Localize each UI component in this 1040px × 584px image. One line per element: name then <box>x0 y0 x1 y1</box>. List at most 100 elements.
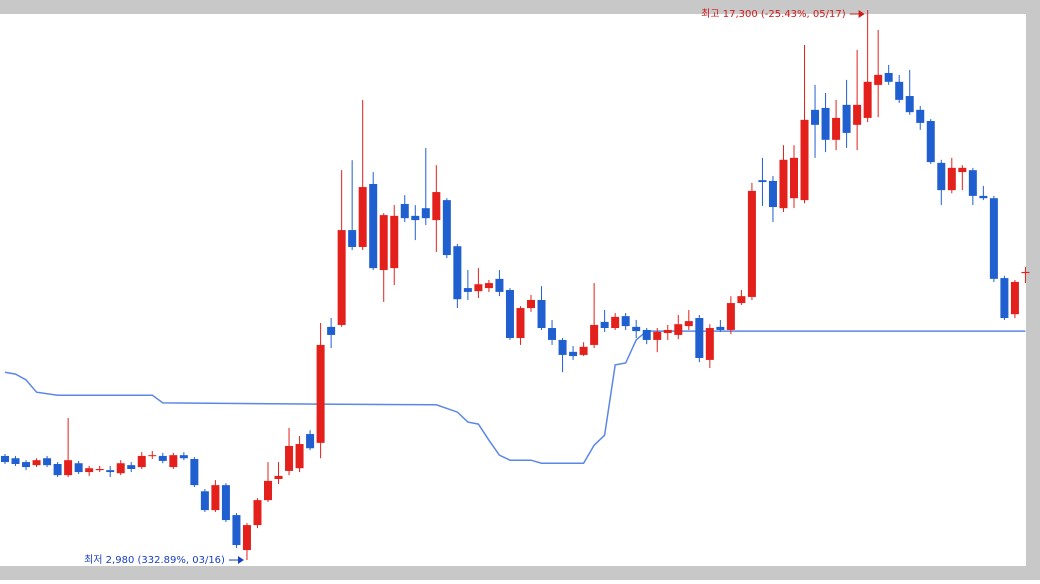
annotation: 최고 17,300 (-25.43%, 05/17) <box>701 8 846 20</box>
candle-body <box>537 299 546 329</box>
candle-body <box>695 318 704 358</box>
candle-body <box>548 328 557 340</box>
candle-body <box>411 215 420 221</box>
candle-body <box>285 445 294 471</box>
candle-body <box>642 329 651 340</box>
candle-body <box>442 200 451 256</box>
candle-body <box>684 321 693 327</box>
candle-body <box>716 326 725 330</box>
candle-body <box>653 331 662 340</box>
candle-body <box>390 215 399 269</box>
candle-body <box>947 167 956 191</box>
candle-body <box>937 162 946 191</box>
candle-body <box>989 198 998 279</box>
candle-body <box>600 321 609 329</box>
candle-body <box>421 208 430 219</box>
candle-body <box>747 190 756 297</box>
candle-body <box>358 187 367 247</box>
candle-body <box>232 515 241 546</box>
candle-body <box>779 159 788 209</box>
candle-body <box>190 459 199 486</box>
candle-body <box>968 170 977 196</box>
candle-body <box>874 74 883 85</box>
indicator-line <box>4 330 1026 464</box>
candle-body <box>116 463 125 474</box>
candle-body <box>926 120 935 163</box>
candle-body <box>1010 281 1019 315</box>
candle-body <box>832 117 841 140</box>
candle-body <box>842 104 851 133</box>
candle-body <box>484 283 493 289</box>
candle-body <box>158 455 167 461</box>
candle-body <box>916 109 925 123</box>
candle-body <box>726 303 735 330</box>
candle-body <box>853 104 862 125</box>
candle-body <box>432 192 441 221</box>
candle-body <box>1000 278 1009 319</box>
candle-body <box>127 465 136 469</box>
candle-body <box>64 460 73 476</box>
candle-body <box>632 326 641 332</box>
candle-body <box>148 455 157 457</box>
candle-body <box>74 463 83 473</box>
candle-body <box>242 525 251 551</box>
candle-body <box>621 316 630 327</box>
candle-body <box>369 183 378 269</box>
candle-body <box>569 351 578 357</box>
candle-body <box>295 444 304 469</box>
candle-body <box>463 288 472 292</box>
candle-body <box>758 180 767 183</box>
candle-body <box>264 480 272 501</box>
candle-body <box>453 246 462 300</box>
candle-body <box>1 455 9 463</box>
candle-body <box>348 230 357 247</box>
candle-body <box>137 455 146 468</box>
candle-body <box>32 460 41 466</box>
candle-body <box>663 329 672 334</box>
candle-body <box>579 346 588 355</box>
candle-body <box>211 485 220 511</box>
candle-body <box>400 203 409 219</box>
candle-body <box>884 72 893 82</box>
candle-body <box>306 434 315 449</box>
candle-body <box>53 464 62 476</box>
annotation-arrowhead <box>858 9 865 18</box>
candle-body <box>221 485 230 521</box>
candle-body <box>106 470 115 473</box>
candle-body <box>737 296 746 304</box>
candle-body <box>85 468 94 473</box>
candle-body <box>505 290 514 339</box>
candle-body <box>1021 271 1030 274</box>
candle-body <box>43 458 52 466</box>
candle-body <box>790 157 798 199</box>
candle-body <box>800 119 809 201</box>
candle-body <box>316 344 325 443</box>
candle-body <box>811 109 820 125</box>
candle-body <box>863 81 872 118</box>
candle-body <box>516 308 525 339</box>
annotation: 최저 2,980 (332.89%, 03/16) <box>84 554 225 566</box>
candle-body <box>169 455 178 468</box>
candle-body <box>558 339 567 355</box>
candle-body <box>274 475 283 479</box>
candle-body <box>895 81 904 100</box>
candle-body <box>705 328 714 360</box>
candle-body <box>253 500 262 526</box>
candle-body <box>611 316 620 329</box>
candle-body <box>905 96 914 113</box>
candle-body <box>200 491 209 511</box>
candle-body <box>590 324 599 345</box>
candle-body <box>979 195 988 199</box>
candle-body <box>474 284 483 292</box>
annotation-arrowhead <box>237 556 244 565</box>
candle-body <box>527 299 535 309</box>
candle-body <box>22 462 31 468</box>
candle-body <box>179 455 188 459</box>
candle-body <box>821 107 830 140</box>
candle-body <box>11 458 20 464</box>
candle-body <box>95 468 104 471</box>
candle-body <box>379 215 388 271</box>
candle-body <box>674 324 683 335</box>
candle-body <box>958 167 967 173</box>
